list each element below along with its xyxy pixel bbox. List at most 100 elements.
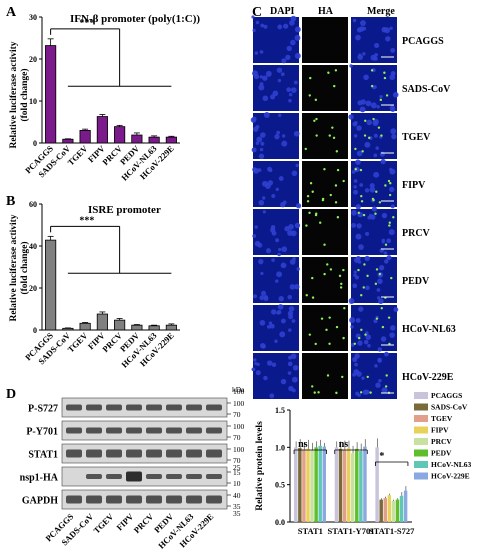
nucleus-dot [383, 351, 389, 357]
ha-signal-dot [335, 150, 339, 153]
bar [346, 448, 351, 522]
bar [363, 446, 367, 522]
nucleus-dot [294, 26, 301, 33]
significance-label: ns [339, 439, 349, 450]
row-label: TGEV [402, 132, 431, 143]
nucleus-dot [385, 36, 391, 42]
nucleus-dot [373, 171, 380, 178]
y-tick-label: 1.0 [275, 443, 285, 452]
significance-label: * [379, 451, 384, 462]
significance-label: ns [298, 439, 308, 450]
nucleus-dot [373, 153, 378, 158]
nucleus-dot [255, 20, 260, 25]
nucleus-dot [287, 361, 293, 367]
nucleus-dot [260, 23, 265, 28]
ha-signal-dot [360, 194, 363, 198]
ha-signal-dot [372, 198, 375, 202]
ha-signal-dot [362, 213, 366, 217]
blot-band [66, 449, 82, 458]
ha-signal-dot [359, 391, 363, 394]
blot-band [186, 495, 202, 504]
nucleus-dot [389, 74, 395, 81]
blot-band [146, 404, 162, 411]
lane-label: TGEV [91, 511, 116, 536]
ha-signal-dot [383, 76, 387, 80]
ha-signal-dot [335, 325, 339, 329]
nucleus-dot [271, 194, 276, 198]
nucleus-dot [262, 210, 266, 214]
micro-panel [302, 113, 348, 159]
bar [355, 448, 359, 522]
nucleus-dot [354, 362, 358, 367]
nucleus-dot [355, 233, 362, 240]
blot-band [106, 427, 122, 434]
blot-band [206, 495, 222, 504]
nucleus-dot [378, 379, 382, 383]
nucleus-dot [358, 306, 364, 312]
blot-band [86, 495, 102, 504]
nucleus-dot [391, 133, 397, 140]
nucleus-dot [257, 242, 263, 248]
bar [79, 129, 91, 144]
ha-signal-dot [341, 375, 344, 379]
marker-label: 100 [233, 387, 245, 396]
ha-signal-dot [374, 282, 378, 286]
legend-label: SADS-CoV [431, 403, 468, 412]
blot-band [86, 427, 102, 434]
ha-signal-dot [387, 316, 391, 319]
legend-swatch [414, 461, 428, 468]
ha-signal-dot [331, 126, 334, 129]
nucleus-dot [276, 309, 282, 315]
nucleus-dot [348, 114, 354, 120]
ha-signal-dot [305, 294, 308, 297]
nucleus-dot [277, 24, 283, 30]
nucleus-dot [251, 15, 255, 19]
panel-c-microscopy: C DAPI HA Merge PCAGGS SADS-CoV TGEV FIPV PR… [250, 5, 456, 399]
blot-band [186, 474, 202, 479]
nucleus-dot [351, 210, 357, 216]
ha-signal-dot [343, 307, 346, 310]
marker-label: 10 [233, 479, 241, 488]
nucleus-dot [353, 270, 357, 274]
bar [131, 134, 143, 144]
nucleus-dot [269, 323, 275, 329]
nucleus-dot [291, 319, 296, 323]
bar [359, 451, 363, 522]
ha-signal-dot [336, 168, 340, 172]
ha-signal-dot [388, 221, 391, 224]
bar [375, 447, 379, 522]
nucleus-dot [260, 290, 267, 296]
panel-letter-a: A [6, 5, 17, 20]
ha-signal-dot [378, 201, 382, 204]
x-tick-label: STAT1 [298, 526, 323, 536]
ha-signal-dot [323, 272, 326, 276]
blot-band [66, 427, 82, 434]
nucleus-dot [265, 248, 271, 254]
nucleus-dot [281, 140, 288, 147]
panel-letter-d: D [6, 387, 16, 402]
ha-signal-dot [388, 224, 391, 227]
nucleus-dot [290, 39, 296, 46]
nucleus-dot [359, 183, 364, 187]
y-tick-label: 0 [33, 326, 37, 335]
nucleus-dot [255, 141, 260, 145]
ha-signal-dot [360, 328, 363, 332]
ha-signal-dot [380, 134, 383, 137]
blot-band [206, 474, 222, 479]
blot-band [106, 449, 122, 458]
nucleus-dot [348, 298, 355, 304]
nucleus-dot [377, 347, 383, 352]
ha-signal-dot [336, 216, 340, 219]
nucleus-dot [286, 87, 292, 93]
nucleus-dot [288, 385, 294, 392]
nucleus-dot [357, 393, 361, 397]
nucleus-dot [260, 271, 264, 276]
nucleus-dot [263, 296, 269, 302]
nucleus-dot [288, 305, 295, 312]
nucleus-dot [271, 258, 275, 262]
y-tick-label: 30 [29, 13, 37, 22]
chart-b-plot: 0204060PCAGGSSADS-CoVTGEVFIPVPRCVPEDVHCo… [23, 200, 180, 370]
nucleus-dot [379, 94, 383, 99]
ha-signal-dot [370, 84, 374, 88]
